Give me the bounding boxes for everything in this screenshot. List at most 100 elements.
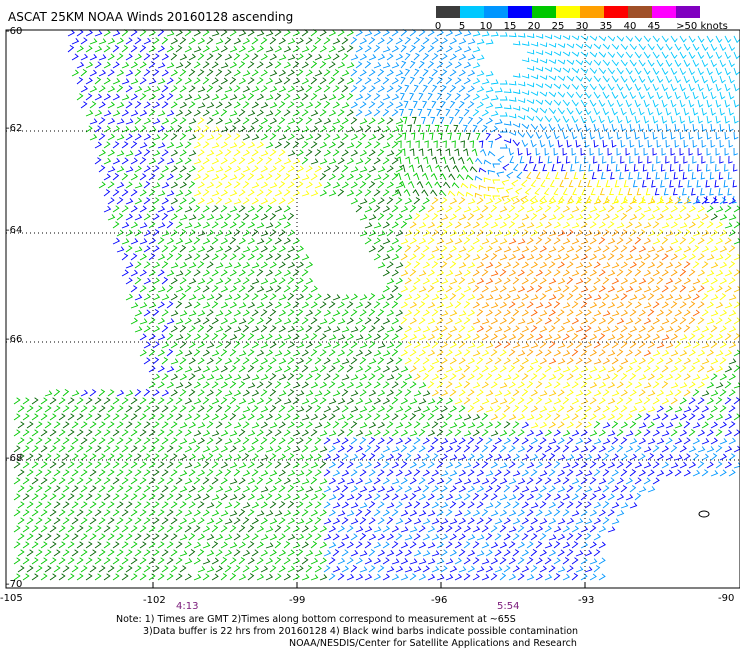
wind-barb bbox=[85, 557, 93, 565]
wind-barb bbox=[483, 177, 492, 183]
wind-barb bbox=[521, 373, 529, 381]
wind-barb bbox=[566, 43, 575, 49]
wind-barb bbox=[404, 68, 411, 77]
wind-barb bbox=[197, 454, 206, 461]
wind-barb bbox=[13, 557, 21, 565]
wind-barb bbox=[521, 139, 529, 148]
wind-barb bbox=[296, 470, 305, 477]
wind-barb bbox=[161, 389, 170, 397]
wind-barb bbox=[269, 102, 278, 109]
wind-barb bbox=[85, 61, 94, 69]
wind-barb bbox=[629, 294, 638, 301]
wind-barb bbox=[559, 179, 565, 188]
wind-barb bbox=[422, 245, 430, 253]
wind-barb bbox=[426, 108, 432, 117]
wind-barb bbox=[220, 317, 229, 325]
wind-barb bbox=[260, 133, 268, 141]
wind-barb bbox=[566, 293, 574, 301]
wind-barb bbox=[382, 94, 391, 101]
wind-barb bbox=[278, 149, 286, 157]
wind-barb bbox=[278, 37, 286, 45]
wind-barb bbox=[625, 221, 633, 229]
wind-barb bbox=[701, 469, 709, 477]
wind-barb bbox=[211, 413, 219, 421]
wind-barb bbox=[661, 318, 670, 325]
wind-barb bbox=[485, 86, 494, 93]
wind-barb bbox=[400, 317, 408, 325]
wind-barb bbox=[206, 405, 214, 413]
wind-barb bbox=[359, 166, 368, 173]
wind-barb bbox=[485, 342, 494, 349]
wind-barb bbox=[706, 163, 711, 172]
wind-barb bbox=[319, 301, 327, 309]
wind-barb bbox=[521, 454, 530, 461]
wind-barb bbox=[575, 566, 584, 573]
wind-barb bbox=[116, 565, 124, 573]
wind-barb bbox=[589, 366, 598, 373]
wind-barb bbox=[260, 341, 269, 349]
wind-barb bbox=[287, 325, 296, 333]
wind-barb bbox=[103, 189, 111, 197]
wind-barb bbox=[364, 333, 372, 341]
wind-barb bbox=[188, 197, 196, 205]
wind-barb bbox=[638, 486, 647, 493]
wind-barb bbox=[620, 277, 629, 285]
wind-barb bbox=[652, 35, 660, 43]
wind-barb bbox=[296, 437, 304, 445]
wind-barb bbox=[260, 102, 269, 109]
wind-barb bbox=[710, 59, 717, 68]
wind-barb bbox=[283, 318, 292, 325]
wind-barb bbox=[539, 123, 547, 131]
wind-barb bbox=[530, 213, 538, 221]
wind-barb bbox=[431, 405, 439, 413]
wind-barb bbox=[256, 302, 265, 309]
wind-barb bbox=[44, 390, 53, 397]
wind-barb bbox=[458, 469, 467, 477]
wind-barb bbox=[548, 197, 557, 205]
wind-barb bbox=[688, 237, 696, 245]
wind-barb bbox=[233, 69, 241, 77]
wind-barb bbox=[98, 165, 106, 173]
wind-barb bbox=[454, 253, 462, 261]
wind-barb bbox=[539, 501, 547, 509]
wind-barb bbox=[49, 397, 57, 405]
wind-barb bbox=[233, 262, 242, 269]
wind-barb bbox=[305, 69, 313, 77]
wind-barb bbox=[409, 558, 418, 565]
wind-barb bbox=[296, 373, 304, 381]
wind-barb bbox=[638, 422, 647, 429]
wind-barb bbox=[449, 156, 456, 165]
wind-barb bbox=[485, 437, 493, 445]
wind-barb bbox=[508, 349, 516, 357]
wind-barb bbox=[134, 309, 143, 317]
wind-barb bbox=[188, 341, 196, 349]
wind-barb bbox=[346, 510, 355, 517]
wind-barb bbox=[179, 69, 187, 77]
wind-barb bbox=[229, 269, 237, 277]
wind-barb bbox=[49, 493, 57, 501]
wind-barb bbox=[538, 155, 543, 164]
wind-barb bbox=[143, 341, 151, 349]
wind-barb bbox=[697, 413, 706, 421]
wind-barb bbox=[692, 278, 701, 285]
wind-barb bbox=[125, 293, 134, 301]
wind-barb bbox=[634, 67, 642, 75]
wind-barb bbox=[526, 99, 535, 104]
wind-barb bbox=[278, 501, 286, 509]
wind-barb bbox=[602, 229, 610, 237]
wind-barb bbox=[467, 38, 476, 45]
wind-barb bbox=[544, 397, 553, 405]
wind-barb bbox=[436, 365, 444, 373]
wind-barb bbox=[467, 389, 475, 397]
wind-barb bbox=[247, 333, 255, 341]
wind-barb bbox=[395, 565, 404, 573]
wind-barb bbox=[364, 349, 372, 357]
wind-barb bbox=[656, 438, 665, 445]
wind-barb bbox=[350, 54, 359, 61]
wind-barb bbox=[328, 141, 336, 149]
wind-barb bbox=[242, 70, 251, 77]
wind-barb bbox=[503, 88, 512, 93]
wind-barb bbox=[229, 381, 237, 389]
wind-barb bbox=[260, 421, 268, 429]
wind-barb bbox=[485, 229, 494, 237]
